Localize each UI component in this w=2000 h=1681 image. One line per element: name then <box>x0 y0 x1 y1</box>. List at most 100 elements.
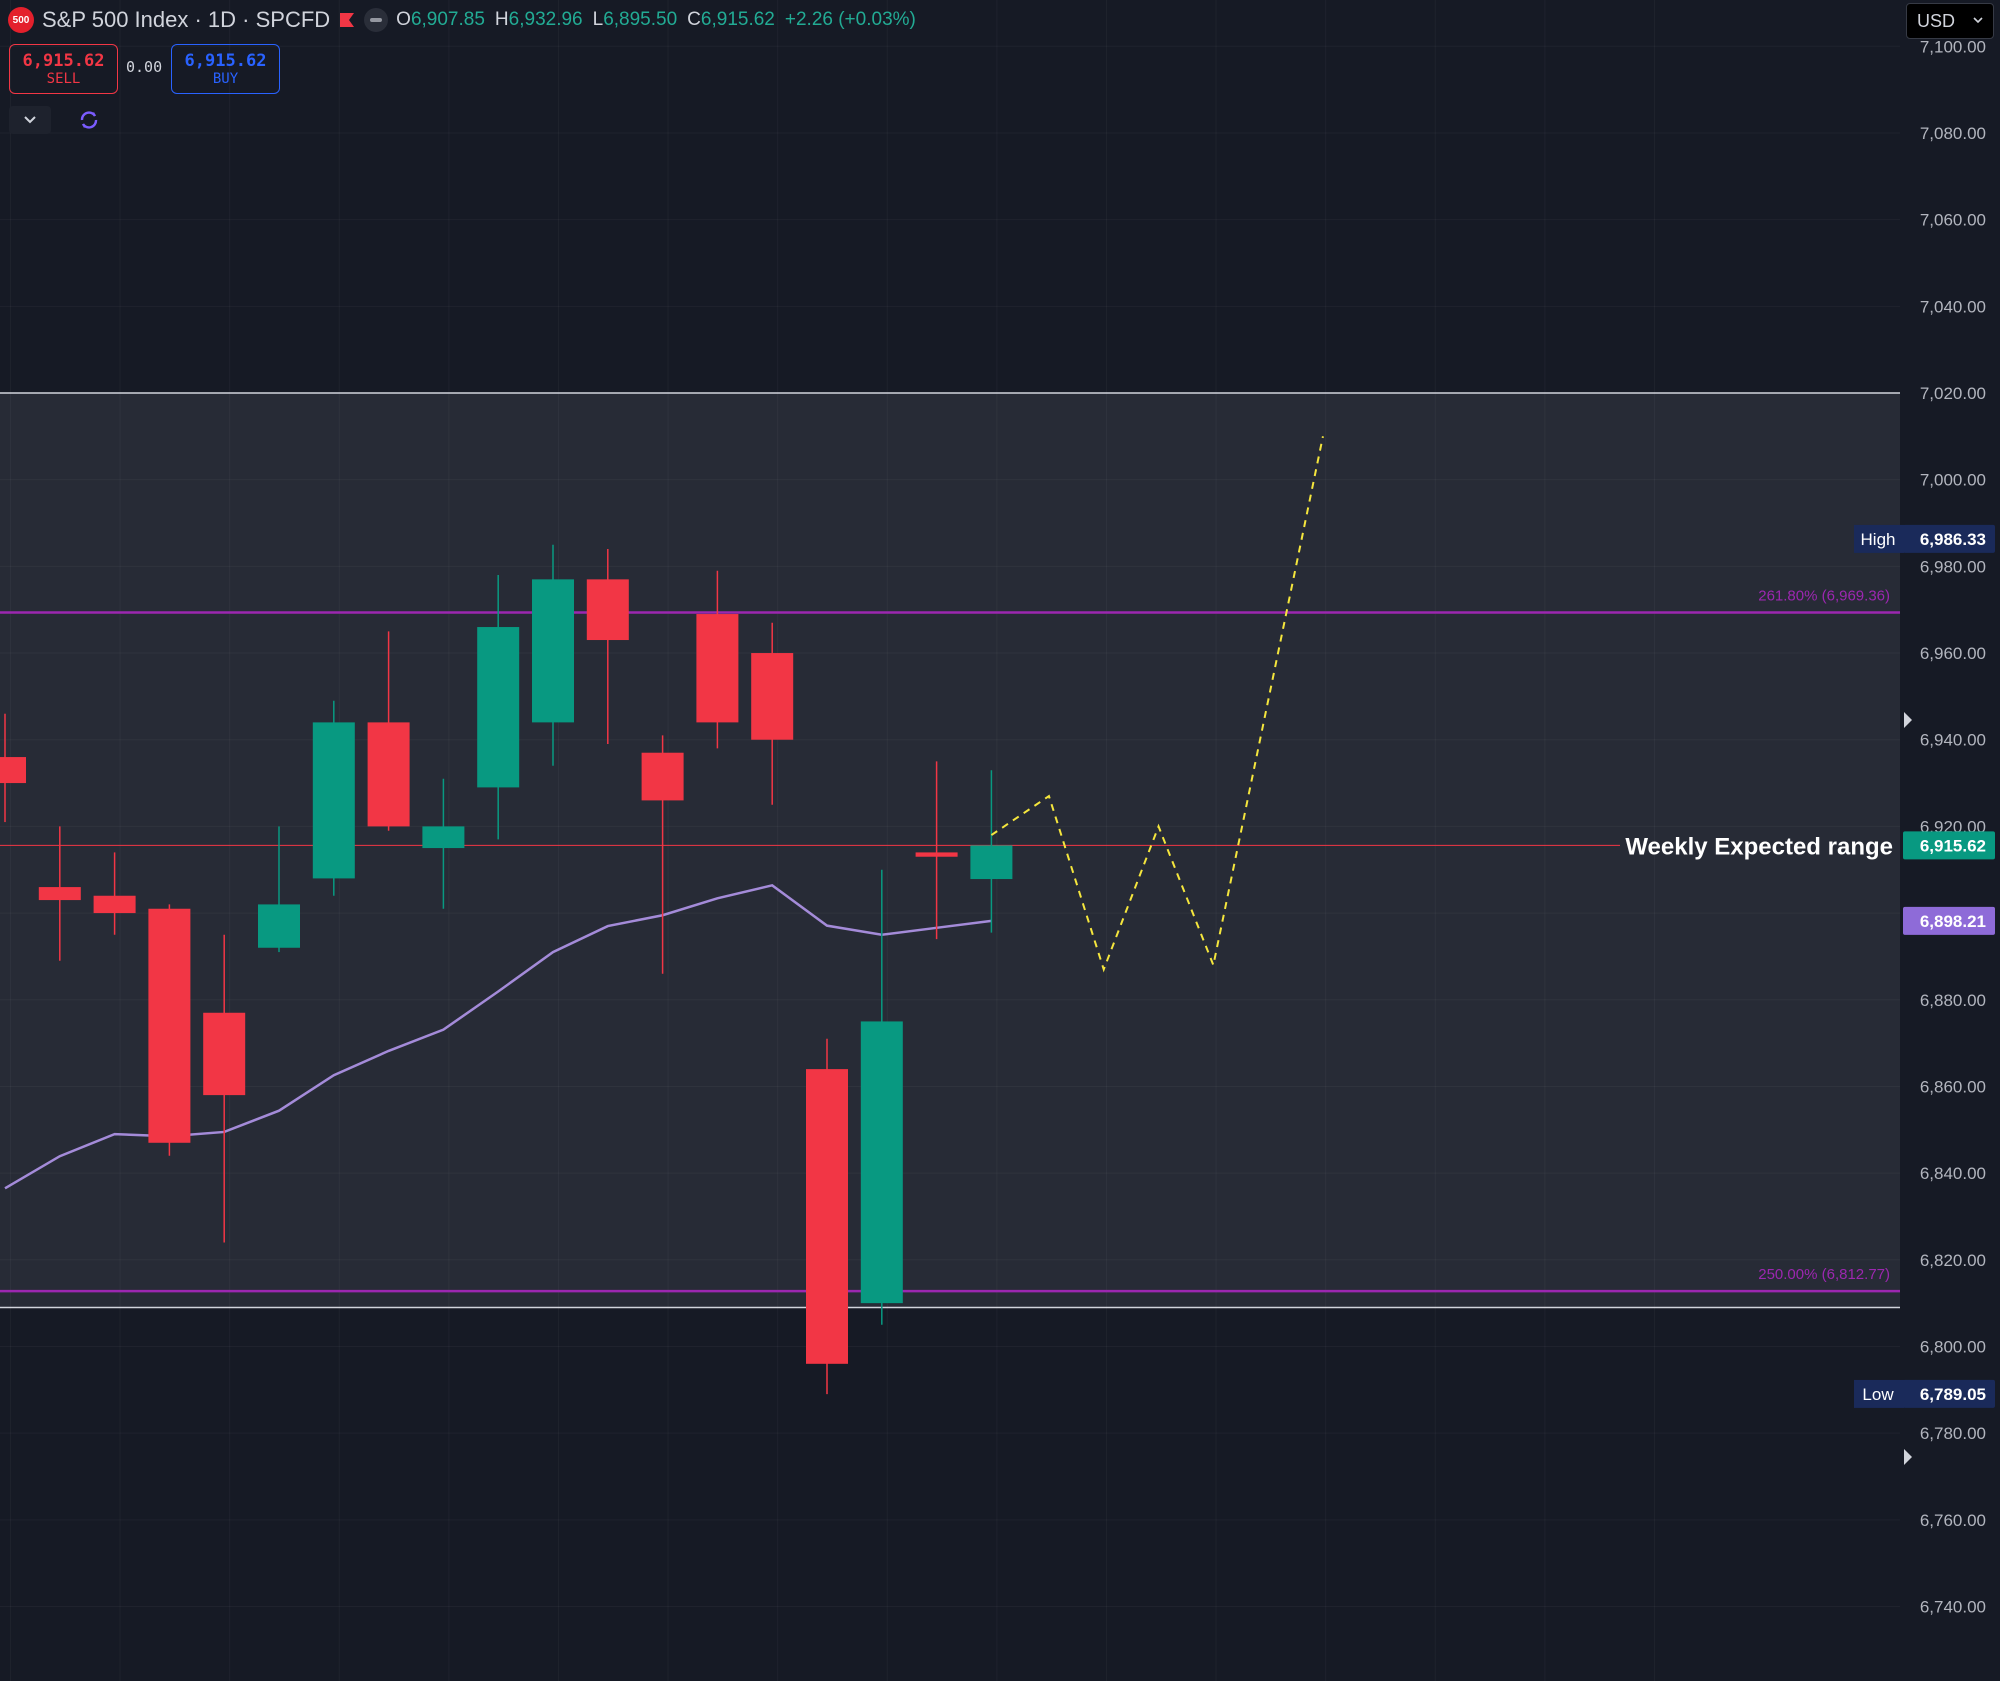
sync-button[interactable] <box>76 107 102 133</box>
price-tick-label: 6,780.00 <box>1920 1424 1986 1443</box>
candle-body <box>312 722 355 879</box>
candle-body <box>641 752 684 801</box>
axis-marker-icon <box>1904 712 1912 728</box>
candle <box>203 934 246 1243</box>
low-tag: Low <box>1862 1385 1894 1404</box>
market-status-icon[interactable] <box>364 8 389 32</box>
price-tick-label: 7,080.00 <box>1920 124 1986 143</box>
fib-level-label: 261.80% (6,969.36) <box>1758 587 1890 604</box>
price-tick-label: 7,060.00 <box>1920 211 1986 230</box>
candle <box>532 544 574 766</box>
open-label: O <box>396 9 411 30</box>
price-tick-label: 7,040.00 <box>1920 297 1986 316</box>
candle <box>970 770 1013 933</box>
buy-button[interactable]: 6,915.62 BUY <box>171 44 280 94</box>
candle <box>860 869 903 1325</box>
last-price-badge-bg <box>1903 831 1995 860</box>
price-tick-label: 6,760.00 <box>1920 1511 1986 1530</box>
close-label: C <box>687 9 701 30</box>
spread-value: 0.00 <box>126 58 163 76</box>
change-value: +2.26 (+0.03%) <box>784 9 916 30</box>
weekly-expected-range-label: Weekly Expected range <box>1625 833 1893 860</box>
currency-selector[interactable]: USD <box>1906 3 1994 39</box>
projection-path <box>990 436 1324 973</box>
price-tick-label: 6,960.00 <box>1920 644 1986 663</box>
candle-body <box>148 908 191 1143</box>
high-price-badge: 6,986.33 <box>1920 530 1986 549</box>
candle-body <box>696 614 739 723</box>
price-tick-label: 6,860.00 <box>1920 1077 1986 1096</box>
price-tick-label: 6,980.00 <box>1920 557 1986 576</box>
candle-body <box>860 1021 903 1304</box>
candle <box>93 852 136 935</box>
candle <box>751 622 794 805</box>
low-label: L <box>592 9 604 30</box>
candle <box>915 761 958 940</box>
candle-body <box>203 1012 246 1096</box>
currency-label: USD <box>1917 10 1956 31</box>
candle-body <box>422 826 465 849</box>
sell-price: 6,915.62 <box>22 51 105 71</box>
flag-icon[interactable] <box>338 11 356 29</box>
expected-range-zone <box>0 393 1900 1308</box>
price-tick-label: 6,800.00 <box>1920 1337 1986 1356</box>
low-price-badge: 6,789.05 <box>1920 1385 1986 1404</box>
candle-body <box>806 1069 848 1364</box>
price-tick-label: 7,100.00 <box>1920 37 1986 56</box>
buy-label: BUY <box>212 71 239 87</box>
candle <box>422 778 465 909</box>
candle-body <box>915 852 958 857</box>
buy-price: 6,915.62 <box>184 51 267 71</box>
candle <box>38 826 81 961</box>
high-tag: High <box>1861 530 1896 549</box>
candle <box>806 1038 848 1395</box>
symbol-title[interactable]: S&P 500 Index · 1D · SPCFD <box>42 7 331 32</box>
chevron-down-icon <box>1973 17 1983 24</box>
refresh-icon <box>80 111 98 129</box>
candle-body <box>93 895 136 914</box>
candle-body <box>367 722 410 827</box>
price-tick-label: 6,740.00 <box>1920 1598 1986 1617</box>
high-label: H <box>494 9 509 30</box>
ma-value-badge-bg <box>1903 906 1995 935</box>
price-tick-label: 6,880.00 <box>1920 991 1986 1010</box>
sell-label: SELL <box>46 71 81 87</box>
candle <box>696 570 739 749</box>
candle-body <box>477 627 520 788</box>
price-tick-label: 6,840.00 <box>1920 1164 1986 1183</box>
sp500-logo: 500 <box>8 7 34 33</box>
candle-body <box>970 845 1013 880</box>
candle <box>0 713 26 823</box>
axis-marker-icon <box>1904 1449 1912 1465</box>
sell-button[interactable]: 6,915.62 SELL <box>9 44 118 94</box>
candle-body <box>586 579 629 641</box>
candle <box>586 549 629 745</box>
candle-body <box>38 887 81 901</box>
ohlc-values: O6,907.85 H6,932.96 L6,895.50 C6,915.62 … <box>396 9 916 31</box>
candle-body <box>751 653 794 740</box>
collapse-button[interactable] <box>9 106 51 134</box>
close-value: 6,915.62 <box>700 9 775 30</box>
low-value: 6,895.50 <box>603 9 678 30</box>
price-tick-label: 6,940.00 <box>1920 731 1986 750</box>
candle <box>641 735 684 974</box>
candle-body <box>0 757 26 784</box>
low-price-badge-bg <box>1903 1379 1995 1408</box>
symbol-header: 500 S&P 500 Index · 1D · SPCFD O6,907.85… <box>8 4 916 36</box>
fib-level-label: 250.00% (6,812.77) <box>1758 1266 1890 1283</box>
candle <box>258 826 300 953</box>
candle <box>367 631 410 831</box>
candle <box>477 575 520 840</box>
candle-body <box>532 579 574 723</box>
high-price-badge-bg <box>1903 524 1995 553</box>
price-tick-label: 7,020.00 <box>1920 384 1986 403</box>
candle <box>312 700 355 896</box>
price-tick-label: 6,820.00 <box>1920 1251 1986 1270</box>
price-tick-label: 7,000.00 <box>1920 471 1986 490</box>
high-tag-bg <box>1854 524 1904 553</box>
chevron-down-icon <box>24 116 36 124</box>
candle <box>148 904 191 1156</box>
last-price-badge: 6,915.62 <box>1920 836 1986 855</box>
candle-body <box>258 904 300 948</box>
